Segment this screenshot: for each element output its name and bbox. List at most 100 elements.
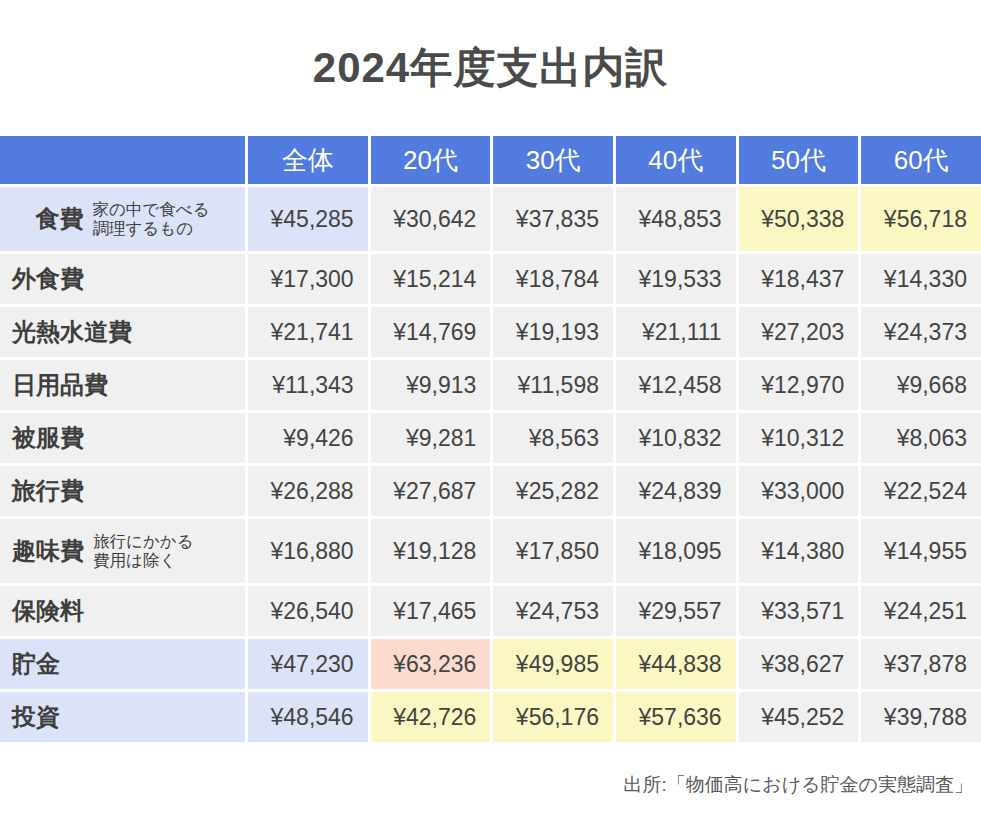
- value-cell: ¥37,878: [861, 639, 981, 689]
- value-cell: ¥48,546: [248, 692, 368, 742]
- row-label: 投資: [12, 701, 60, 733]
- value-cell: ¥24,251: [861, 586, 981, 636]
- value-cell: ¥9,668: [861, 360, 981, 410]
- value-cell: ¥21,111: [616, 307, 736, 357]
- value-cell: ¥24,373: [861, 307, 981, 357]
- column-header-label: 60代: [894, 143, 949, 178]
- expense-table: 全体20代30代40代50代60代食費家の中で食べる調理するもの¥45,285¥…: [0, 136, 981, 742]
- value-cell: ¥63,236: [371, 639, 491, 689]
- value-cell: ¥18,784: [493, 254, 613, 304]
- value-cell: ¥8,063: [861, 413, 981, 463]
- value-cell: ¥37,835: [493, 187, 613, 251]
- row-label-cell: 旅行費: [0, 466, 245, 516]
- value-cell: ¥9,913: [371, 360, 491, 410]
- value-cell: ¥14,380: [739, 519, 859, 583]
- row-label: 日用品費: [12, 369, 108, 401]
- row-label-cell: 光熱水道費: [0, 307, 245, 357]
- value-cell: ¥45,252: [739, 692, 859, 742]
- infographic-page: 2024年度支出内訳 全体 20代 30代 40代 50代 60代食費家の中で食べる調理す…: [0, 0, 981, 835]
- row-label-cell: 貯金: [0, 639, 245, 689]
- column-header: 30代: [493, 136, 613, 184]
- column-header-label: 50代: [771, 143, 826, 178]
- column-header-label: 40代: [648, 143, 703, 178]
- value-cell: ¥47,230: [248, 639, 368, 689]
- value-cell: ¥30,642: [371, 187, 491, 251]
- column-header: 50代: [739, 136, 859, 184]
- value-cell: ¥42,726: [371, 692, 491, 742]
- value-cell: ¥12,970: [739, 360, 859, 410]
- value-cell: ¥56,176: [493, 692, 613, 742]
- value-cell: ¥17,300: [248, 254, 368, 304]
- column-header-label: 全体: [282, 143, 334, 178]
- value-cell: ¥39,788: [861, 692, 981, 742]
- value-cell: ¥12,458: [616, 360, 736, 410]
- value-cell: ¥8,563: [493, 413, 613, 463]
- value-cell: ¥33,571: [739, 586, 859, 636]
- value-cell: ¥57,636: [616, 692, 736, 742]
- value-cell: ¥10,832: [616, 413, 736, 463]
- value-cell: ¥49,985: [493, 639, 613, 689]
- row-note: 旅行にかかる費用は除く: [93, 532, 194, 571]
- value-cell: ¥16,880: [248, 519, 368, 583]
- value-cell: ¥10,312: [739, 413, 859, 463]
- column-header: 全体: [248, 136, 368, 184]
- value-cell: ¥11,343: [248, 360, 368, 410]
- row-label-cell: 投資: [0, 692, 245, 742]
- value-cell: ¥33,000: [739, 466, 859, 516]
- row-label: 光熱水道費: [12, 316, 132, 348]
- row-note-line: 旅行にかかる: [93, 532, 194, 551]
- value-cell: ¥14,330: [861, 254, 981, 304]
- value-cell: ¥15,214: [371, 254, 491, 304]
- value-cell: ¥21,741: [248, 307, 368, 357]
- row-label: 旅行費: [12, 475, 84, 507]
- value-cell: ¥19,533: [616, 254, 736, 304]
- value-cell: ¥24,839: [616, 466, 736, 516]
- source-note: 出所:「物価高における貯金の実態調査」: [623, 772, 973, 798]
- column-header: 60代: [861, 136, 981, 184]
- value-cell: ¥27,203: [739, 307, 859, 357]
- value-cell: ¥9,281: [371, 413, 491, 463]
- row-label-cell: 外食費: [0, 254, 245, 304]
- column-header-label: 20代: [403, 143, 458, 178]
- value-cell: ¥22,524: [861, 466, 981, 516]
- value-cell: ¥18,095: [616, 519, 736, 583]
- page-title: 2024年度支出内訳: [0, 0, 981, 136]
- value-cell: ¥24,753: [493, 586, 613, 636]
- value-cell: ¥17,850: [493, 519, 613, 583]
- row-label-cell: 保険料: [0, 586, 245, 636]
- row-label: 外食費: [12, 263, 84, 295]
- value-cell: ¥29,557: [616, 586, 736, 636]
- value-cell: ¥19,128: [371, 519, 491, 583]
- value-cell: ¥26,540: [248, 586, 368, 636]
- value-cell: ¥50,338: [739, 187, 859, 251]
- row-label: 趣味費: [12, 535, 84, 567]
- row-note-line: 費用は除く: [93, 551, 194, 570]
- row-note-line: 調理するもの: [92, 219, 209, 238]
- value-cell: ¥56,718: [861, 187, 981, 251]
- corner-header-cell: [0, 136, 245, 184]
- row-note-line: 家の中で食べる: [92, 200, 209, 219]
- row-label-cell: 食費家の中で食べる調理するもの: [0, 187, 245, 251]
- column-header: 40代: [616, 136, 736, 184]
- value-cell: ¥26,288: [248, 466, 368, 516]
- value-cell: ¥48,853: [616, 187, 736, 251]
- value-cell: ¥9,426: [248, 413, 368, 463]
- row-label-cell: 趣味費旅行にかかる費用は除く: [0, 519, 245, 583]
- row-label-cell: 被服費: [0, 413, 245, 463]
- value-cell: ¥27,687: [371, 466, 491, 516]
- row-label: 被服費: [12, 422, 84, 454]
- row-label-cell: 日用品費: [0, 360, 245, 410]
- column-header-label: 30代: [526, 143, 581, 178]
- value-cell: ¥11,598: [493, 360, 613, 410]
- value-cell: ¥17,465: [371, 586, 491, 636]
- value-cell: ¥38,627: [739, 639, 859, 689]
- value-cell: ¥18,437: [739, 254, 859, 304]
- row-label: 貯金: [12, 648, 60, 680]
- value-cell: ¥14,955: [861, 519, 981, 583]
- value-cell: ¥45,285: [248, 187, 368, 251]
- value-cell: ¥44,838: [616, 639, 736, 689]
- row-note: 家の中で食べる調理するもの: [92, 200, 209, 239]
- value-cell: ¥19,193: [493, 307, 613, 357]
- value-cell: ¥25,282: [493, 466, 613, 516]
- value-cell: ¥14,769: [371, 307, 491, 357]
